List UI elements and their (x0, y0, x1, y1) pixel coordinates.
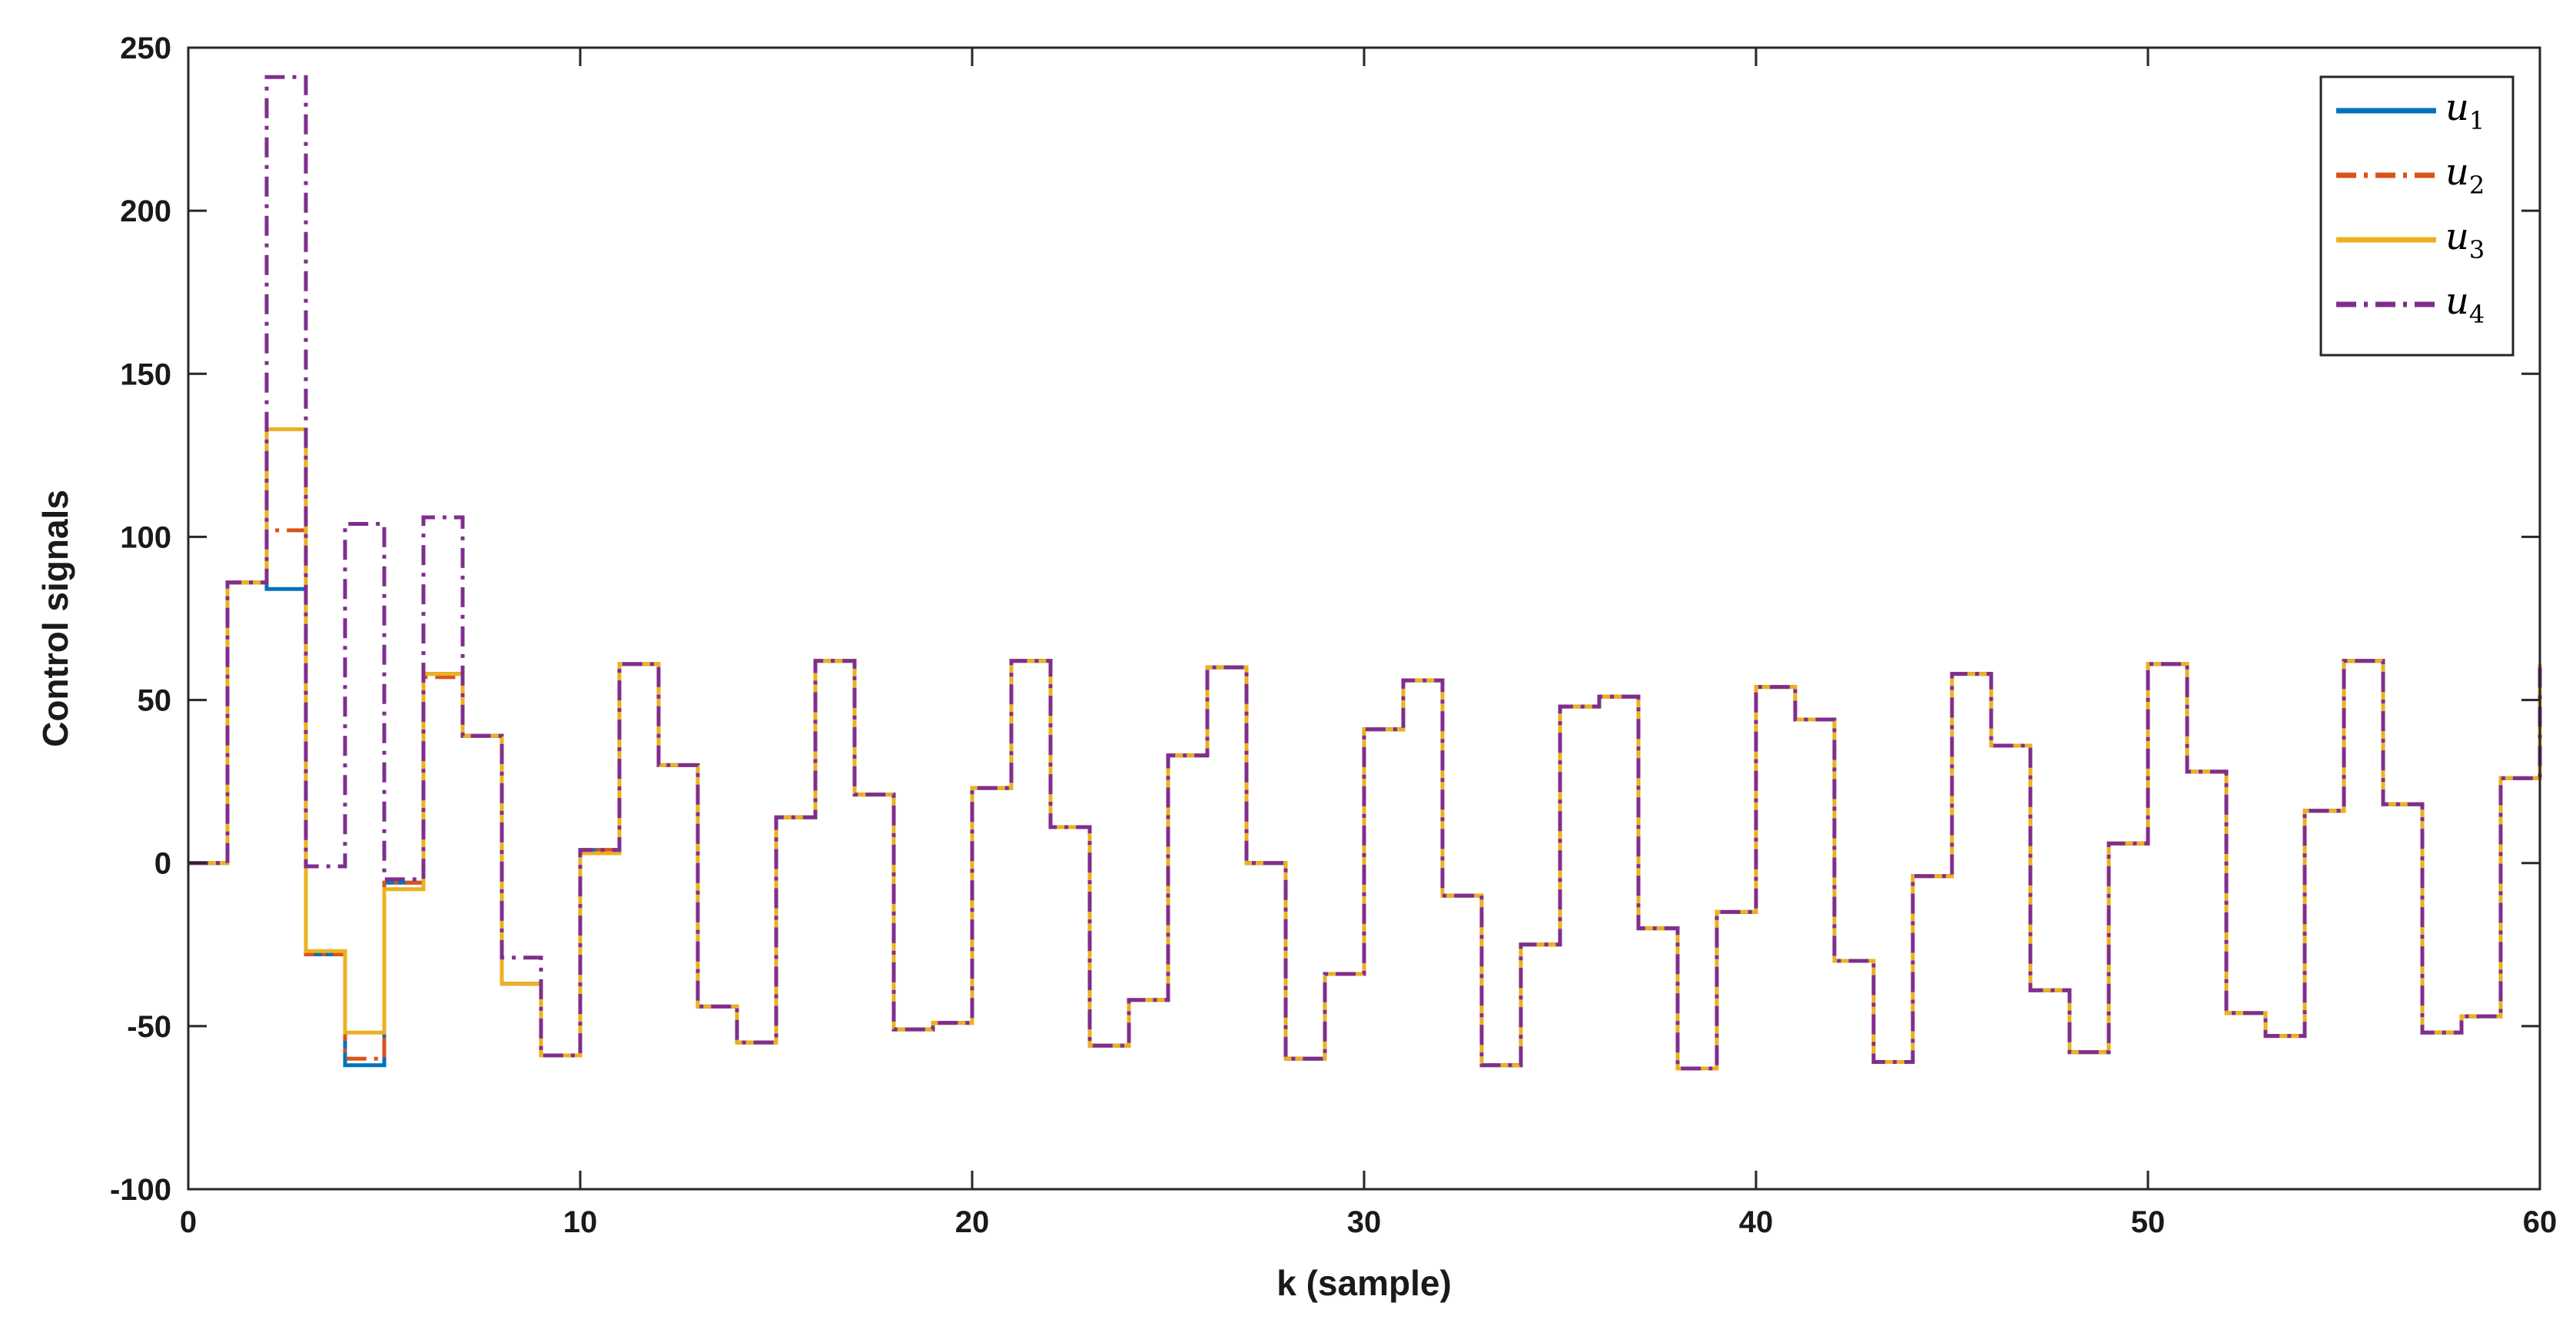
y-tick-label: 250 (120, 32, 171, 65)
y-axis-label: Control signals (35, 490, 75, 747)
y-tick-label: 50 (138, 684, 172, 718)
x-tick-label: 60 (2523, 1205, 2558, 1239)
x-tick-label: 20 (955, 1205, 990, 1239)
x-tick-label: 50 (2131, 1205, 2166, 1239)
x-tick-label: 10 (563, 1205, 598, 1239)
legend-box (2319, 75, 2515, 357)
y-tick-label: 0 (154, 847, 171, 881)
x-tick-label: 40 (1739, 1205, 1774, 1239)
x-axis-label: k (sample) (1276, 1263, 1452, 1303)
y-tick-label: 100 (120, 520, 171, 554)
x-tick-label: 30 (1347, 1205, 1382, 1239)
tick-layer: 0 10 20 30 40 50 60 -100 -50 0 50 100 150 200 250 (110, 32, 2557, 1239)
series-layer (188, 75, 2542, 1071)
y-tick-label: -50 (127, 1010, 171, 1044)
legend-subscript: 3 (2469, 235, 2485, 264)
legend-subscript: 1 (2469, 106, 2485, 135)
series-line-u4 (188, 75, 2542, 1071)
legend-subscript: 4 (2469, 300, 2485, 329)
x-tick-label: 0 (180, 1205, 197, 1239)
y-tick-label: 150 (120, 357, 171, 391)
y-tick-label: 200 (120, 194, 171, 228)
legend-subscript: 2 (2469, 171, 2485, 200)
y-tick-label: -100 (110, 1173, 171, 1207)
